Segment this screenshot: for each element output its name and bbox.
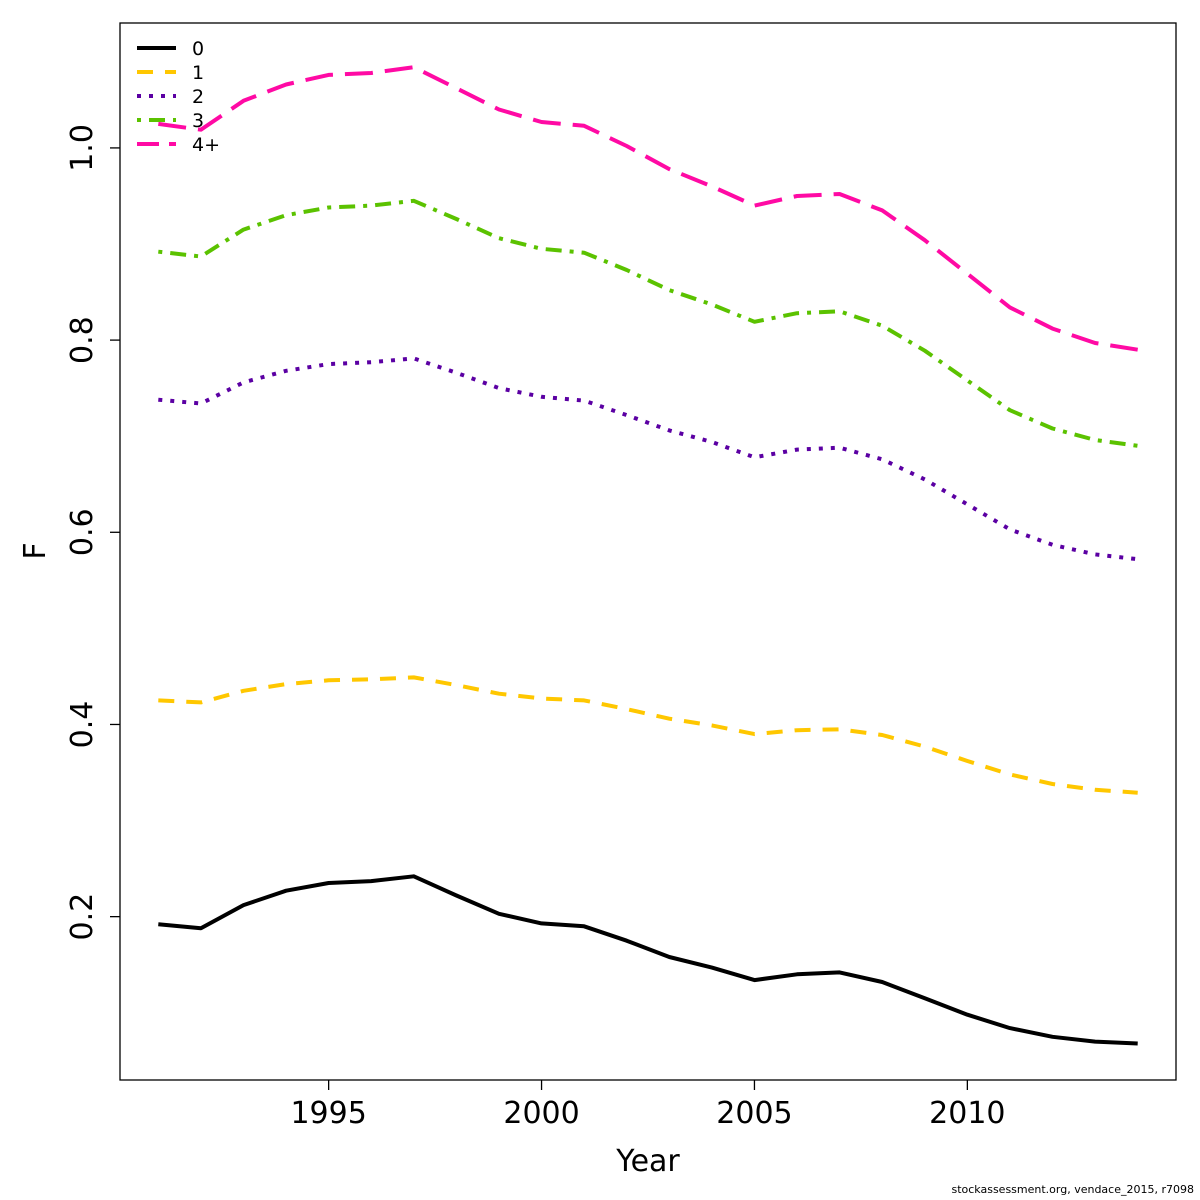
x-tick-label: 2010 xyxy=(929,1096,1005,1131)
series-line-1 xyxy=(158,675,1138,795)
axes-layer: 1995 2000 2005 2010 0.2 0.4 0.6 0.8 1.0 xyxy=(65,124,1006,1131)
x-tick-label: 2000 xyxy=(503,1096,579,1131)
y-axis-title: F xyxy=(18,542,53,559)
y-tick-label: 0.4 xyxy=(65,701,100,749)
y-tick-label: 0.2 xyxy=(65,893,100,941)
legend-label: 3 xyxy=(192,110,204,132)
x-axis-title: Year xyxy=(615,1144,680,1179)
footer-credit: stockassessment.org, vendace_2015, r7098 xyxy=(951,1183,1194,1196)
series-line-3 xyxy=(158,198,1138,448)
x-tick-label: 2005 xyxy=(716,1096,792,1131)
plot-frame xyxy=(119,22,1177,1081)
legend-label: 0 xyxy=(192,38,204,60)
series-line-2 xyxy=(158,356,1138,562)
series-layer xyxy=(158,65,1139,1046)
legend-label: 2 xyxy=(192,86,204,108)
x-tick-label: 1995 xyxy=(290,1096,366,1131)
y-tick-label: 0.6 xyxy=(65,508,100,556)
y-tick-label: 0.8 xyxy=(65,316,100,364)
legend-label: 4+ xyxy=(192,134,220,156)
series-line-0 xyxy=(158,874,1138,1046)
series-line-4plus xyxy=(158,65,1139,352)
legend-label: 1 xyxy=(192,62,204,84)
y-tick-label: 1.0 xyxy=(65,124,100,172)
